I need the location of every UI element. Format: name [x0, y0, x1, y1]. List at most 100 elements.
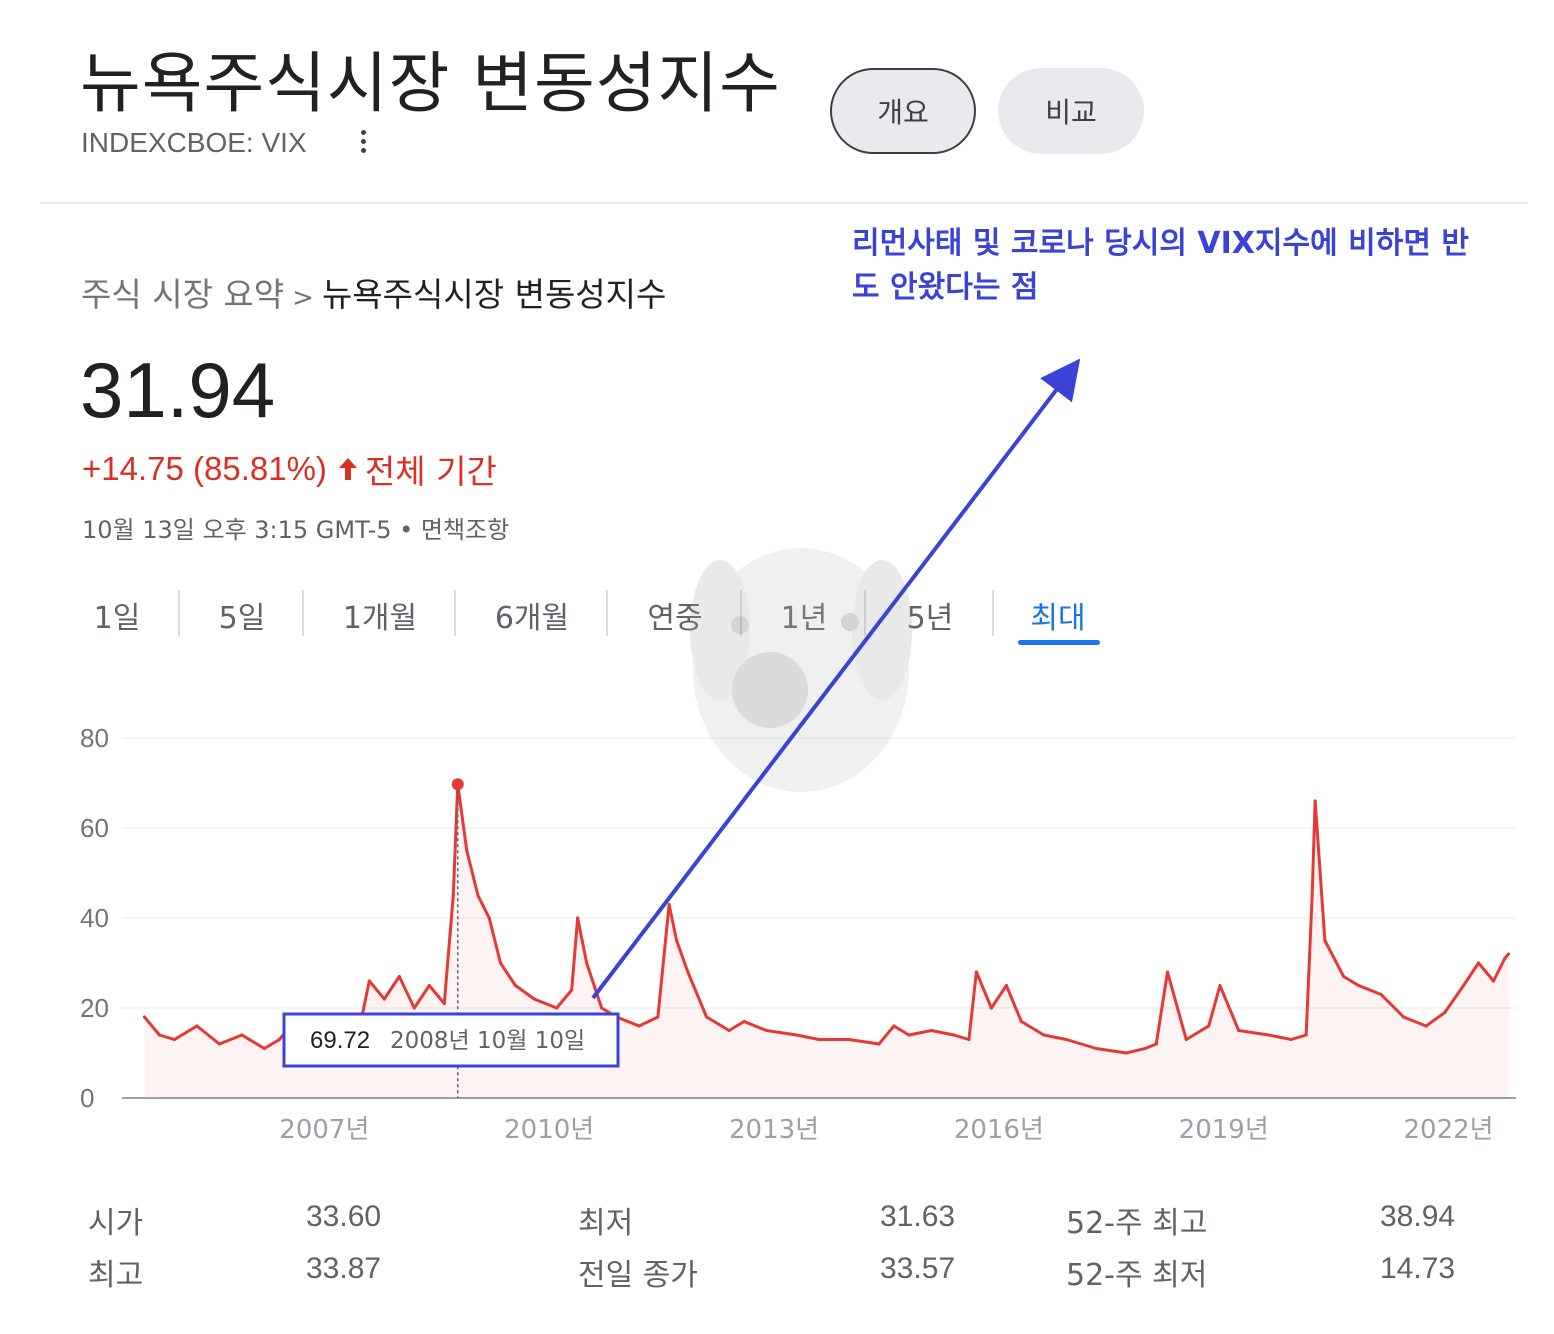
- series-point: [412, 1006, 416, 1010]
- series-point: [1289, 1038, 1293, 1041]
- stat-label-52w-low: 52-주 최저: [1066, 1258, 1208, 1293]
- series-line-segment: [1218, 984, 1241, 1032]
- series-point: [555, 1006, 559, 1010]
- series-point: [765, 1029, 769, 1032]
- annotation-note: 리먼사태 및 코로나 당시의 VIX지수에 비하면 반도 안왔다는 점: [852, 226, 1469, 305]
- series-point: [1492, 979, 1496, 983]
- series-line-segment: [1357, 984, 1383, 996]
- tab-max[interactable]: 최대: [1030, 601, 1086, 636]
- tab-6m[interactable]: 6개월: [494, 601, 570, 636]
- series-line-segment: [1184, 1024, 1211, 1041]
- breadcrumb: 주식 시장 요약 > 뉴욕주식시장 변동성지수: [81, 268, 666, 316]
- series-point: [656, 1015, 660, 1019]
- y-tick-label: 0: [80, 1083, 94, 1113]
- tooltip-value: 69.72: [310, 1027, 370, 1054]
- price-chart[interactable]: 80 60 40 20 0 2007년 2010년 2013년 2016년 2019년 2022년…: [60, 700, 1520, 1160]
- tab-1y[interactable]: 1년: [780, 601, 828, 636]
- arrow-up-icon: [338, 458, 357, 480]
- tab-separator: [302, 590, 304, 636]
- series-line-segment: [1462, 961, 1481, 987]
- series-line-segment: [1207, 984, 1222, 1028]
- series-point: [907, 1033, 911, 1037]
- series-point: [576, 916, 580, 920]
- series-point: [195, 1024, 199, 1028]
- series-line-segment: [929, 1029, 956, 1037]
- series-point: [795, 1033, 799, 1037]
- series-line-segment: [705, 1015, 731, 1032]
- stat-value-open: 33.60: [306, 1200, 382, 1233]
- series-point: [1004, 984, 1008, 987]
- chart-hover-point: [451, 778, 464, 791]
- series-point: [1094, 1047, 1098, 1050]
- series-point: [1424, 1024, 1428, 1028]
- series-point: [1237, 1029, 1241, 1032]
- series-line-segment: [1402, 1015, 1428, 1028]
- series-point: [1154, 1042, 1158, 1046]
- series-line-segment: [952, 1033, 971, 1041]
- change-period: 전체 기간: [364, 452, 497, 491]
- breadcrumb-parent-link[interactable]: 주식 시장 요약: [81, 275, 285, 314]
- series-point: [1462, 984, 1466, 987]
- series-line-segment: [1424, 1011, 1447, 1028]
- series-point: [1507, 952, 1511, 956]
- series-line-segment: [217, 1033, 244, 1046]
- series-point: [847, 1038, 851, 1041]
- series-line-segment: [1124, 1047, 1147, 1055]
- series-point: [382, 997, 386, 1001]
- series-point: [952, 1033, 956, 1037]
- series-line-segment: [1492, 957, 1507, 983]
- series-line-segment: [907, 1029, 933, 1037]
- tab-5y[interactable]: 5년: [906, 601, 954, 636]
- series-point: [465, 849, 469, 852]
- series-line-segment: [1313, 799, 1327, 942]
- compare-button[interactable]: 비교: [998, 68, 1144, 154]
- series-point: [742, 1020, 746, 1023]
- series-point: [157, 1033, 161, 1037]
- series-line-segment: [195, 1024, 221, 1046]
- series-point: [427, 984, 431, 987]
- stat-value-52w-high: 38.94: [1380, 1200, 1456, 1233]
- tab-separator: [992, 590, 994, 636]
- series-line-segment: [1094, 1047, 1128, 1055]
- series-point: [240, 1033, 244, 1037]
- stat-value-high: 33.87: [306, 1252, 382, 1285]
- series-point: [1357, 984, 1361, 987]
- series-point: [667, 903, 671, 906]
- y-tick-label: 40: [80, 903, 109, 933]
- series-point: [967, 1038, 971, 1041]
- series-point: [817, 1038, 821, 1041]
- tab-ytd[interactable]: 연중: [647, 601, 703, 636]
- stat-value-low: 31.63: [880, 1200, 956, 1233]
- more-vert-icon[interactable]: [356, 128, 370, 158]
- overview-button[interactable]: 개요: [830, 68, 976, 154]
- stat-label-prev-close: 전일 종가: [578, 1258, 698, 1293]
- series-point: [1124, 1051, 1128, 1055]
- series-line-segment: [615, 1015, 641, 1028]
- series-point: [686, 970, 690, 974]
- tab-5d[interactable]: 5일: [218, 601, 266, 636]
- series-line-segment: [1342, 975, 1361, 987]
- change-value: +14.75 (85.81%): [82, 450, 327, 487]
- y-tick-label: 60: [80, 813, 109, 843]
- series-point: [277, 1038, 281, 1041]
- stat-label-high: 최고: [88, 1258, 144, 1293]
- quote-timestamp: 10월 13일 오후 3:15 GMT-5 • 면책조항: [82, 516, 510, 544]
- series-line-segment: [513, 984, 536, 1001]
- series-line-segment: [456, 782, 469, 852]
- series-point: [892, 1024, 896, 1028]
- x-tick-label: 2007년: [279, 1115, 369, 1145]
- series-line-segment: [570, 916, 580, 992]
- series-point: [929, 1029, 933, 1032]
- tab-1m[interactable]: 1개월: [342, 601, 418, 636]
- price-change: +14.75 (85.81%) 전체 기간: [82, 445, 497, 493]
- current-price: 31.94: [80, 346, 276, 434]
- series-line-segment: [1443, 984, 1466, 1014]
- series-point: [1342, 975, 1346, 978]
- stat-label-open: 시가: [88, 1206, 144, 1241]
- tab-separator: [454, 590, 456, 636]
- tab-1d[interactable]: 1일: [93, 601, 141, 636]
- x-tick-label: 2016년: [954, 1115, 1044, 1145]
- series-line-segment: [1289, 1033, 1308, 1041]
- series-line-segment: [412, 984, 431, 1010]
- stat-label-low: 최저: [578, 1206, 634, 1241]
